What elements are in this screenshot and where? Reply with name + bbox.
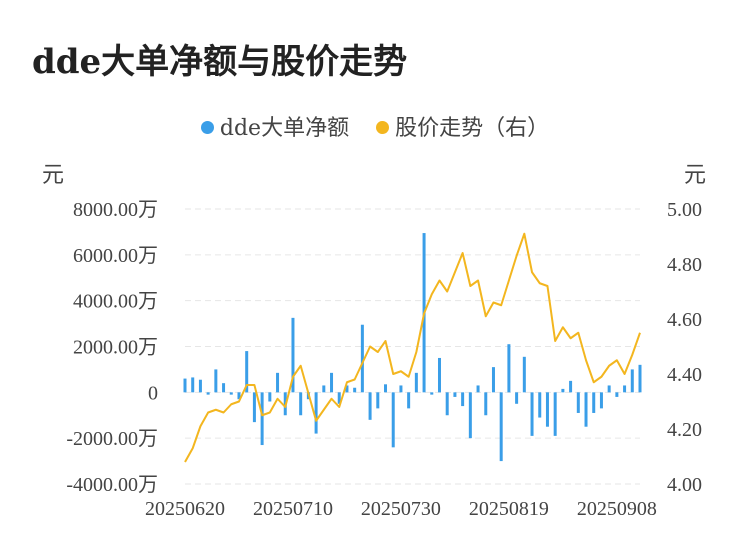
bar[interactable] — [607, 385, 611, 393]
bar[interactable] — [276, 372, 280, 393]
legend-dot-price — [376, 120, 390, 134]
left-tick-label: 0 — [148, 382, 158, 404]
right-axis-ticks: 4.00 4.20 4.40 4.60 4.80 5.00 — [667, 199, 702, 496]
bar[interactable] — [345, 385, 349, 393]
bar[interactable] — [206, 392, 210, 395]
bar[interactable] — [638, 364, 642, 393]
bar[interactable] — [615, 392, 619, 397]
bar[interactable] — [360, 324, 364, 393]
bar[interactable] — [268, 392, 272, 402]
bar[interactable] — [623, 385, 627, 393]
left-axis-ticks: -4000.00万 -2000.00万 0 2000.00万 4000.00万 6000.… — [66, 199, 158, 496]
bar[interactable] — [322, 385, 326, 393]
right-tick-label: 5.00 — [667, 199, 702, 221]
bar[interactable] — [576, 392, 580, 413]
legend-dot-dde — [200, 120, 214, 134]
left-tick-label: 6000.00万 — [73, 245, 158, 267]
legend-item-price[interactable]: 股价走势（右） — [376, 110, 549, 142]
legend-label-dde: dde大单净额 — [219, 116, 350, 141]
bar[interactable] — [214, 369, 218, 393]
bar[interactable] — [260, 392, 264, 446]
bar[interactable] — [407, 392, 411, 409]
bar[interactable] — [545, 392, 549, 427]
bar[interactable] — [599, 392, 603, 409]
bar[interactable] — [237, 392, 241, 400]
x-tick-label: 20250710 — [253, 498, 333, 520]
bar[interactable] — [553, 392, 557, 436]
left-tick-label: -4000.00万 — [66, 474, 158, 496]
bar[interactable] — [437, 357, 441, 393]
left-axis-unit: 元 — [42, 163, 65, 188]
bar[interactable] — [592, 392, 596, 413]
bar[interactable] — [430, 392, 434, 395]
bar[interactable] — [376, 392, 380, 409]
price-line[interactable] — [184, 232, 641, 463]
left-tick-label: 8000.00万 — [73, 199, 158, 221]
grid-lines — [185, 208, 640, 485]
bar[interactable] — [414, 372, 418, 393]
bar[interactable] — [476, 385, 480, 393]
left-tick-label: 4000.00万 — [73, 291, 158, 313]
bar[interactable] — [538, 392, 542, 418]
bar[interactable] — [368, 392, 372, 420]
left-tick-label: -2000.00万 — [66, 428, 158, 450]
bar[interactable] — [569, 380, 573, 393]
bar[interactable] — [561, 388, 565, 393]
bar[interactable] — [314, 392, 318, 434]
line-series — [184, 232, 641, 463]
bar[interactable] — [353, 387, 357, 393]
right-axis-unit: 元 — [684, 163, 707, 188]
bar[interactable] — [330, 372, 334, 393]
bar[interactable] — [198, 379, 202, 393]
bar[interactable] — [491, 367, 495, 393]
legend: dde大单净额 股价走势（右） — [0, 110, 750, 142]
bar[interactable] — [191, 377, 195, 393]
bar[interactable] — [229, 392, 233, 395]
bar[interactable] — [522, 356, 526, 393]
bar[interactable] — [245, 351, 249, 393]
right-tick-label: 4.20 — [667, 419, 702, 441]
bar[interactable] — [530, 392, 534, 436]
right-tick-label: 4.00 — [667, 474, 702, 496]
right-tick-label: 4.60 — [667, 309, 702, 331]
bar[interactable] — [399, 385, 403, 393]
chart-title: dde大单净额与股价走势 — [32, 42, 408, 82]
bar[interactable] — [584, 392, 588, 427]
x-tick-label: 20250819 — [469, 498, 549, 520]
bar[interactable] — [222, 383, 226, 393]
bar[interactable] — [630, 369, 634, 393]
left-tick-label: 2000.00万 — [73, 337, 158, 359]
legend-item-dde[interactable]: dde大单净额 — [200, 110, 350, 142]
bar[interactable] — [391, 392, 395, 448]
x-tick-label: 20250620 — [145, 498, 225, 520]
x-axis-ticks: 20250620 20250710 20250730 20250819 20250908 — [145, 498, 657, 520]
right-tick-label: 4.80 — [667, 254, 702, 276]
right-tick-label: 4.40 — [667, 364, 702, 386]
bar[interactable] — [507, 344, 511, 393]
bar[interactable] — [468, 392, 472, 439]
bar[interactable] — [299, 392, 303, 416]
bar[interactable] — [384, 384, 388, 393]
legend-label-price: 股价走势（右） — [395, 116, 550, 141]
bar[interactable] — [291, 317, 295, 393]
bar[interactable] — [445, 392, 449, 416]
bar[interactable] — [453, 392, 457, 397]
bar-series — [183, 233, 642, 462]
bar[interactable] — [461, 392, 465, 407]
bar[interactable] — [337, 392, 341, 404]
x-tick-label: 20250730 — [361, 498, 441, 520]
bar[interactable] — [515, 392, 519, 404]
bar[interactable] — [252, 392, 256, 423]
bar[interactable] — [183, 378, 187, 393]
bar[interactable] — [499, 392, 503, 462]
x-tick-label: 20250908 — [577, 498, 657, 520]
bar[interactable] — [484, 392, 488, 416]
